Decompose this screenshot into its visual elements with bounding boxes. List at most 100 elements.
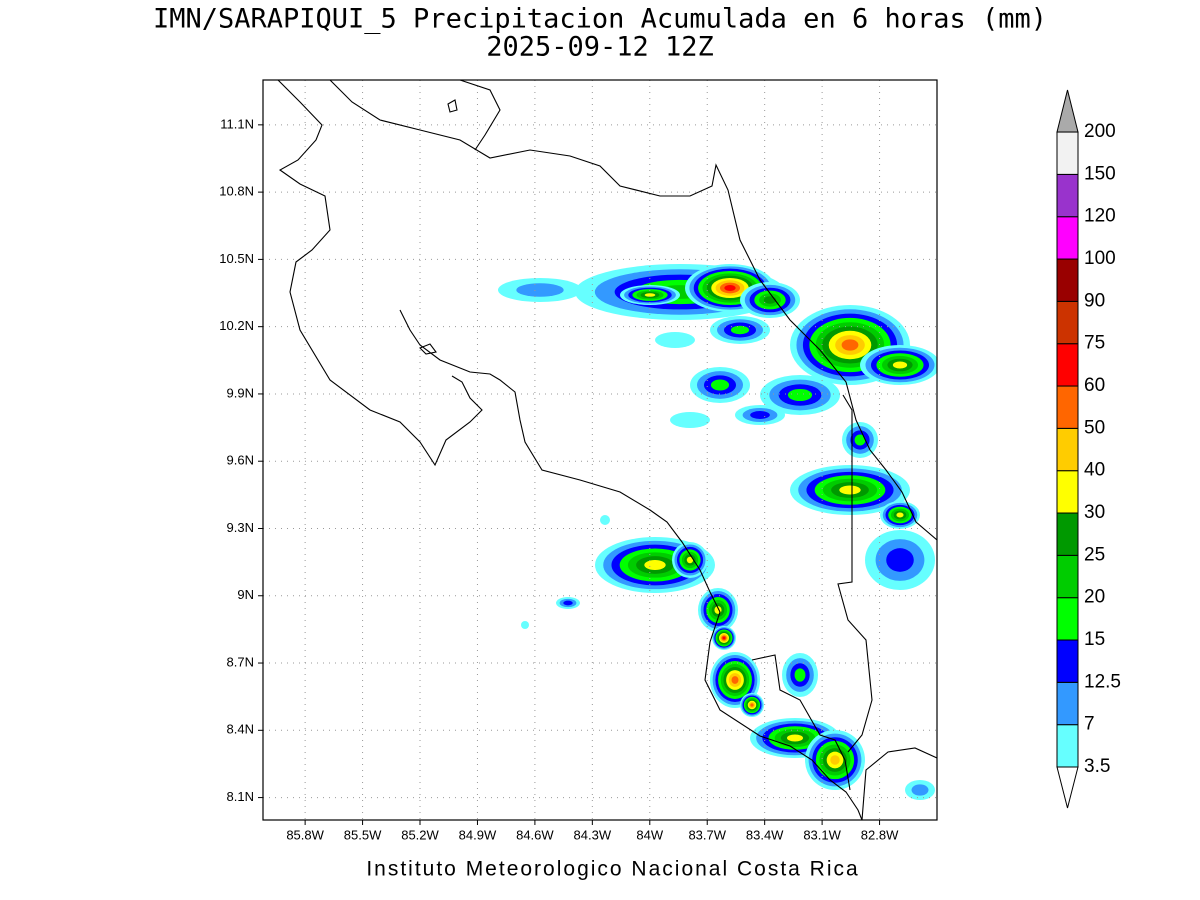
colorbar-label: 150: [1084, 163, 1116, 184]
precip-area: [794, 668, 806, 682]
colorbar-box: [1056, 427, 1079, 472]
precip-area: [670, 412, 710, 428]
precip-area: [841, 339, 859, 351]
caribbean-coast: [329, 80, 937, 541]
precip-area: [644, 293, 656, 297]
y-tick-label: 9.9N: [227, 385, 254, 400]
precip-area: [892, 361, 908, 369]
precip-area: [516, 283, 564, 297]
colorbar-label: 7: [1084, 714, 1095, 735]
precip-area: [786, 734, 804, 742]
colorbar-label: 90: [1084, 290, 1105, 311]
burica: [751, 654, 851, 791]
precip-area: [521, 621, 529, 629]
colorbar-box: [1056, 258, 1079, 302]
y-tick-label: 9.3N: [227, 520, 254, 535]
colorbar-label: 120: [1084, 206, 1116, 227]
precip-area: [911, 784, 929, 796]
nicoya-gulf: [399, 309, 863, 820]
colorbar-box: [1056, 343, 1079, 387]
x-tick-label: 85.5W: [344, 827, 382, 842]
y-tick-label: 10.5N: [219, 251, 254, 266]
precip-area: [563, 600, 573, 606]
colorbar-box: [1056, 173, 1079, 218]
precip-area: [644, 560, 666, 570]
precip-field: [498, 264, 937, 800]
precip-area: [854, 434, 866, 446]
colorbar-box: [1056, 597, 1079, 641]
x-tick-label: 84.6W: [516, 827, 554, 842]
precip-area: [600, 515, 610, 525]
colorbar-box: [1056, 131, 1079, 175]
precip-area: [750, 411, 770, 419]
panama-border: [837, 394, 873, 753]
colorbar-label: 75: [1084, 333, 1105, 354]
precip-area: [886, 548, 914, 572]
map-frame: [262, 79, 938, 821]
x-tick-label: 83.4W: [746, 827, 784, 842]
y-tick-label: 9N: [237, 587, 254, 602]
grid: 85.8W 85.5W 85.2W 84.9W 84.6W 84.3W 84W 83.7W 83…: [219, 80, 937, 842]
precip-area: [787, 388, 813, 402]
y-tick-label: 11.1N: [220, 116, 254, 131]
x-tick-label: 84W: [636, 827, 663, 842]
x-tick-label: 85.8W: [286, 827, 324, 842]
colorbar: 3.5 7 12.5 15 20 25 30 40 50 60 75 90 100 120 150 200: [1056, 89, 1121, 809]
colorbar-label: 100: [1084, 248, 1116, 269]
pacific-coast: [277, 80, 483, 467]
colorbar-label: 60: [1084, 375, 1105, 396]
colorbar-box: [1056, 512, 1079, 556]
x-tick-label: 85.2W: [401, 827, 439, 842]
colorbar-box: [1056, 300, 1079, 345]
y-tick-label: 8.1N: [227, 789, 254, 804]
colorbar-box: [1056, 470, 1079, 514]
precip-area: [724, 284, 736, 292]
colorbar-label: 20: [1084, 587, 1105, 608]
coastlines: [277, 80, 937, 820]
colorbar-label: 25: [1084, 544, 1105, 565]
y-tick-label: 10.2N: [219, 318, 254, 333]
colorbar-box: [1056, 216, 1079, 260]
y-tick-label: 9.6N: [227, 453, 254, 468]
precip-area: [750, 703, 754, 707]
colorbar-label: 50: [1084, 417, 1105, 438]
colorbar-box: [1056, 724, 1079, 768]
colorbar-box: [1056, 639, 1079, 683]
precip-area: [686, 556, 694, 564]
precip-area: [830, 755, 840, 765]
panama-coast: [861, 747, 937, 820]
colorbar-box: [1056, 681, 1079, 726]
title: IMN/SARAPIQUI_5 Precipitacion Acumulada …: [153, 4, 1047, 35]
colorbar-label: 3.5: [1084, 756, 1110, 777]
colorbar-box: [1056, 554, 1079, 599]
island: [447, 99, 458, 113]
colorbar-under: [1056, 766, 1079, 809]
y-tick-label: 8.4N: [227, 722, 254, 737]
island: [419, 343, 437, 355]
subtitle: 2025-09-12 12Z: [486, 32, 714, 63]
colorbar-label: 30: [1084, 502, 1105, 523]
x-tick-label: 84.9W: [459, 827, 497, 842]
x-tick-label: 83.1W: [803, 827, 841, 842]
precip-area: [722, 636, 726, 640]
footer: Instituto Meteorologico Nacional Costa R…: [366, 858, 859, 881]
colorbar-label: 40: [1084, 460, 1105, 481]
precip-area: [710, 379, 730, 391]
colorbar-label: 200: [1084, 121, 1116, 142]
colorbar-over: [1056, 89, 1079, 133]
x-tick-label: 84.3W: [574, 827, 612, 842]
colorbar-box: [1056, 385, 1079, 429]
colorbar-label: 15: [1084, 629, 1105, 650]
colorbar-label: 12.5: [1084, 671, 1121, 692]
precip-area: [896, 512, 904, 518]
precip-area: [839, 485, 861, 495]
x-tick-label: 82.8W: [861, 827, 899, 842]
y-tick-label: 8.7N: [227, 654, 254, 669]
precip-area: [730, 325, 750, 335]
x-tick-label: 83.7W: [688, 827, 726, 842]
precip-area: [731, 676, 739, 684]
precip-area: [655, 332, 695, 348]
lake-shore: [459, 80, 501, 151]
y-tick-label: 10.8N: [219, 184, 254, 199]
